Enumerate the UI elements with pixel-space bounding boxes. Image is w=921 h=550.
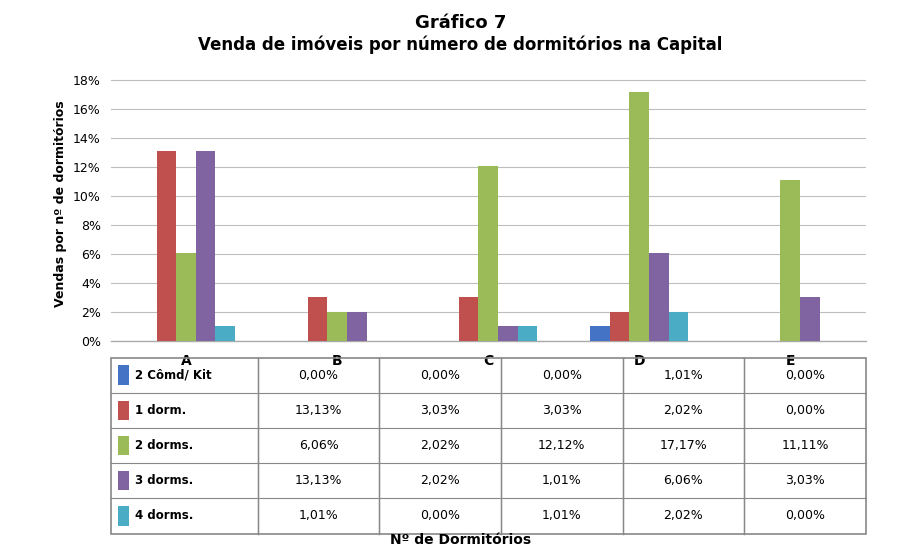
Bar <box>118 506 129 526</box>
Text: 3,03%: 3,03% <box>542 404 582 417</box>
Text: 6,06%: 6,06% <box>663 474 704 487</box>
Text: 13,13%: 13,13% <box>295 404 343 417</box>
Text: 0,00%: 0,00% <box>785 368 825 382</box>
Bar <box>590 326 610 341</box>
Text: 1 dorm.: 1 dorm. <box>134 404 186 417</box>
Text: 2 Cômd/ Kit: 2 Cômd/ Kit <box>134 368 212 382</box>
Bar <box>780 180 800 341</box>
Bar <box>118 400 129 420</box>
Bar <box>157 151 176 341</box>
Bar <box>800 297 820 341</box>
Text: 0,00%: 0,00% <box>785 404 825 417</box>
Bar <box>196 151 216 341</box>
Text: 3,03%: 3,03% <box>785 474 825 487</box>
Bar <box>347 312 367 341</box>
Text: 2,02%: 2,02% <box>420 439 460 452</box>
Text: 1,01%: 1,01% <box>663 368 704 382</box>
Text: Nº de Dormitórios: Nº de Dormitórios <box>390 534 531 547</box>
Text: 0,00%: 0,00% <box>542 368 582 382</box>
Text: 2,02%: 2,02% <box>420 474 460 487</box>
Bar <box>629 92 649 341</box>
Text: 12,12%: 12,12% <box>538 439 586 452</box>
Text: 1,01%: 1,01% <box>298 509 338 522</box>
Text: 13,13%: 13,13% <box>295 474 343 487</box>
Bar <box>118 471 129 491</box>
Text: 4 dorms.: 4 dorms. <box>134 509 193 522</box>
Bar <box>327 312 347 341</box>
Bar <box>308 297 327 341</box>
Text: 11,11%: 11,11% <box>781 439 829 452</box>
Text: 3 dorms.: 3 dorms. <box>134 474 193 487</box>
Text: 6,06%: 6,06% <box>298 439 338 452</box>
Text: 2,02%: 2,02% <box>663 509 704 522</box>
Text: 2,02%: 2,02% <box>663 404 704 417</box>
Text: 0,00%: 0,00% <box>298 368 339 382</box>
Bar <box>118 436 129 455</box>
Text: Gráfico 7: Gráfico 7 <box>414 14 507 32</box>
Text: 1,01%: 1,01% <box>542 474 582 487</box>
Text: 17,17%: 17,17% <box>659 439 707 452</box>
Text: 3,03%: 3,03% <box>420 404 460 417</box>
Text: 1,01%: 1,01% <box>542 509 582 522</box>
Text: 0,00%: 0,00% <box>785 509 825 522</box>
Bar <box>498 326 518 341</box>
Text: 2 dorms.: 2 dorms. <box>134 439 193 452</box>
Bar <box>459 297 478 341</box>
Bar <box>216 326 235 341</box>
Bar <box>176 254 196 341</box>
Bar <box>118 365 129 385</box>
Bar <box>649 254 669 341</box>
Bar <box>669 312 688 341</box>
Text: 0,00%: 0,00% <box>420 368 460 382</box>
Text: 0,00%: 0,00% <box>420 509 460 522</box>
Bar <box>610 312 629 341</box>
Text: Venda de imóveis por número de dormitórios na Capital: Venda de imóveis por número de dormitóri… <box>198 36 723 54</box>
Bar <box>518 326 537 341</box>
Bar <box>478 166 498 341</box>
Y-axis label: Vendas por nº de dormitórios: Vendas por nº de dormitórios <box>54 100 67 307</box>
